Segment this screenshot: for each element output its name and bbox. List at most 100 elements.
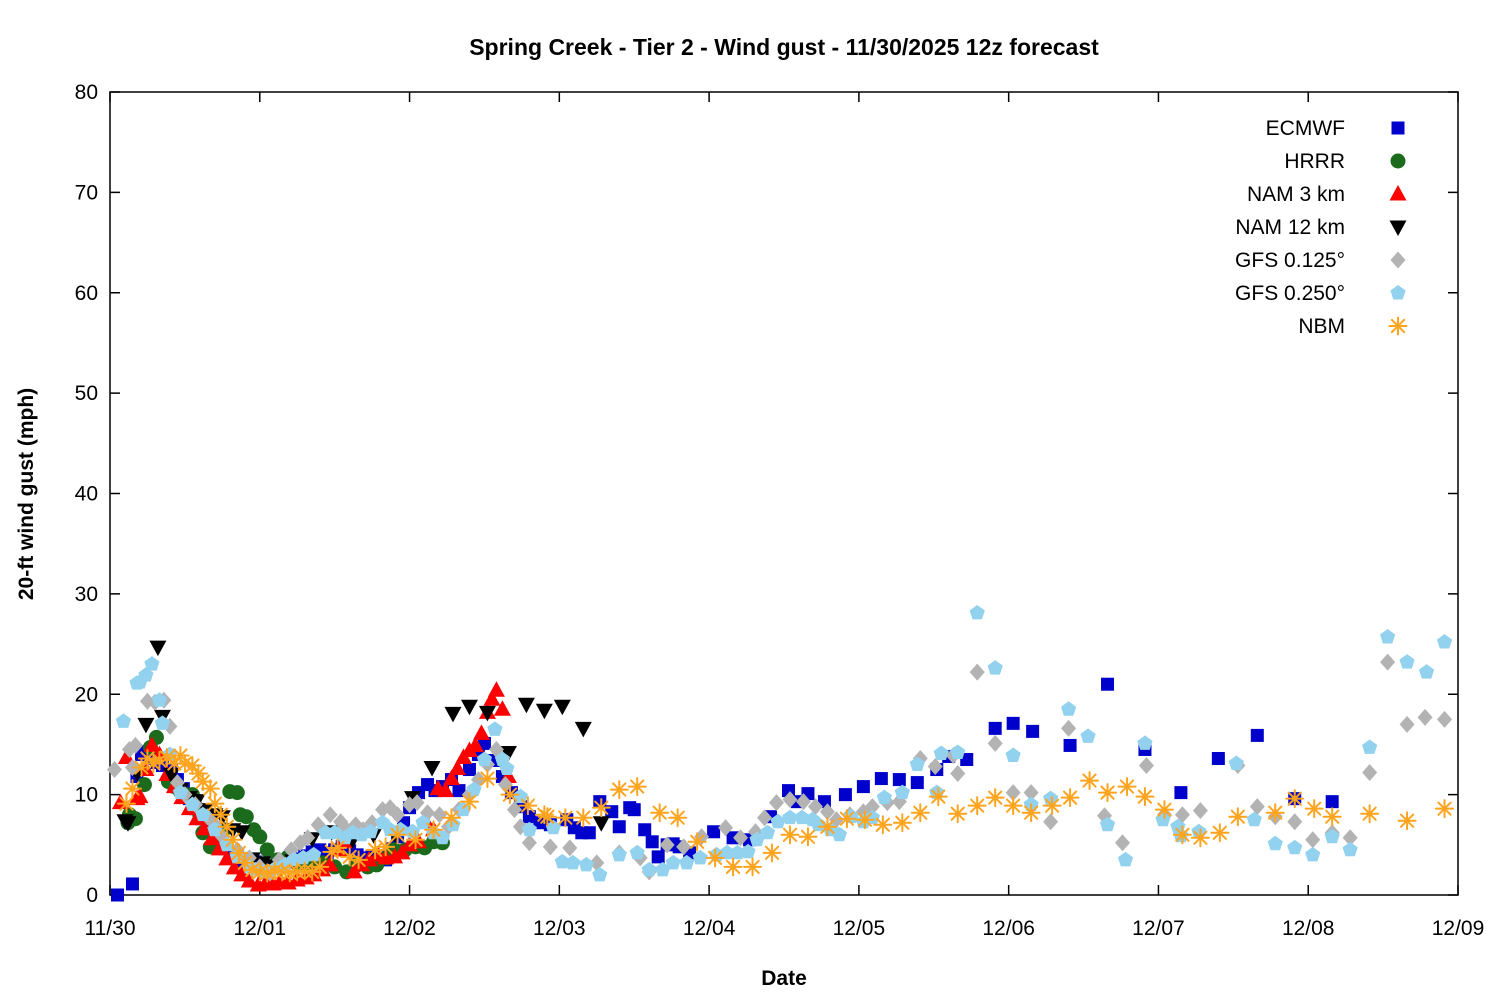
x-tick-label: 12/01 bbox=[233, 917, 286, 940]
x-tick-label: 12/06 bbox=[982, 917, 1035, 940]
data-point bbox=[1043, 813, 1059, 831]
data-point bbox=[434, 829, 451, 845]
legend-label: GFS 0.125° bbox=[1235, 249, 1345, 272]
data-point bbox=[1137, 735, 1153, 750]
legend-label: HRRR bbox=[1284, 150, 1345, 173]
legend-item-hrrr: HRRR bbox=[1284, 150, 1406, 173]
data-point bbox=[252, 829, 268, 845]
data-point bbox=[499, 760, 515, 775]
data-point bbox=[363, 823, 379, 839]
data-point bbox=[1249, 798, 1265, 816]
data-point bbox=[211, 805, 231, 825]
data-point bbox=[988, 721, 1002, 735]
data-point bbox=[233, 865, 251, 882]
legend-item-nam-12-km: NAM 12 km bbox=[1235, 216, 1407, 239]
data-point bbox=[238, 809, 254, 825]
data-point bbox=[306, 846, 322, 862]
data-point bbox=[573, 808, 593, 828]
data-point bbox=[894, 784, 910, 800]
legend-item-nam-3-km: NAM 3 km bbox=[1247, 183, 1407, 206]
data-point bbox=[233, 825, 251, 841]
y-tick-label: 0 bbox=[86, 884, 98, 907]
data-point bbox=[1138, 757, 1154, 775]
data-point bbox=[217, 817, 237, 837]
legend-label: NAM 3 km bbox=[1247, 183, 1345, 206]
data-point bbox=[873, 815, 893, 835]
y-tick-label: 40 bbox=[75, 483, 98, 506]
data-point bbox=[119, 816, 137, 832]
data-point bbox=[782, 791, 798, 809]
data-point bbox=[565, 854, 581, 870]
data-point bbox=[388, 825, 408, 845]
data-point bbox=[444, 706, 462, 723]
data-point bbox=[521, 821, 537, 837]
data-point bbox=[798, 827, 818, 847]
data-point bbox=[149, 640, 167, 657]
data-point bbox=[115, 713, 132, 728]
data-point bbox=[459, 792, 479, 812]
data-point bbox=[406, 830, 426, 850]
data-point bbox=[651, 850, 665, 864]
data-point bbox=[1080, 771, 1100, 791]
data-point bbox=[1388, 316, 1408, 336]
y-tick-label: 50 bbox=[75, 382, 98, 405]
data-point bbox=[927, 758, 943, 776]
data-point bbox=[759, 824, 776, 840]
plot-frame bbox=[109, 91, 1459, 896]
data-point bbox=[476, 751, 493, 766]
chart-title: Spring Creek - Tier 2 - Wind gust - 11/3… bbox=[469, 34, 1099, 60]
data-point bbox=[592, 866, 608, 882]
legend-item-gfs-0-125-: GFS 0.125° bbox=[1235, 249, 1406, 272]
series-nbm bbox=[116, 745, 1455, 883]
data-point bbox=[376, 837, 396, 857]
data-point bbox=[950, 765, 966, 783]
data-point bbox=[1285, 789, 1305, 809]
data-point bbox=[909, 756, 925, 771]
data-point bbox=[188, 809, 206, 826]
data-point bbox=[143, 736, 161, 752]
data-point bbox=[122, 779, 142, 799]
data-point bbox=[1246, 811, 1262, 827]
data-point bbox=[483, 690, 501, 706]
data-point bbox=[203, 829, 221, 846]
data-point bbox=[542, 838, 558, 856]
data-point bbox=[229, 843, 249, 863]
data-point bbox=[987, 660, 1003, 675]
data-point bbox=[518, 796, 538, 816]
data-point bbox=[1021, 803, 1041, 823]
data-point bbox=[718, 819, 734, 837]
data-point bbox=[127, 736, 143, 754]
data-point bbox=[967, 796, 987, 816]
data-point bbox=[125, 877, 139, 891]
y-tick-label: 80 bbox=[75, 81, 98, 104]
data-point bbox=[794, 809, 810, 825]
data-point bbox=[1342, 829, 1358, 847]
data-point bbox=[151, 692, 168, 707]
data-point bbox=[455, 801, 472, 817]
data-point bbox=[987, 734, 1003, 752]
data-point bbox=[910, 803, 930, 823]
data-point bbox=[985, 788, 1005, 808]
data-point bbox=[948, 804, 968, 824]
data-point bbox=[537, 807, 557, 827]
data-point bbox=[1435, 799, 1455, 819]
data-point bbox=[415, 814, 431, 830]
data-point bbox=[1437, 710, 1453, 728]
data-point bbox=[692, 849, 708, 865]
data-point bbox=[892, 813, 912, 833]
data-point bbox=[487, 681, 505, 697]
data-point bbox=[1228, 807, 1248, 827]
axis-ticks: 0 10 20 30 40 50 60 70 80 11/30 12/01 12/02 12/03 12/… bbox=[75, 81, 1485, 940]
data-point bbox=[1060, 701, 1077, 716]
data-point bbox=[452, 784, 466, 798]
data-point bbox=[390, 806, 406, 824]
data-point bbox=[466, 736, 484, 752]
data-point bbox=[676, 838, 692, 856]
data-point bbox=[522, 810, 536, 824]
data-point bbox=[638, 823, 652, 837]
data-point bbox=[172, 784, 188, 800]
data-point bbox=[1267, 835, 1283, 851]
data-point bbox=[655, 861, 671, 877]
data-point bbox=[229, 785, 245, 801]
